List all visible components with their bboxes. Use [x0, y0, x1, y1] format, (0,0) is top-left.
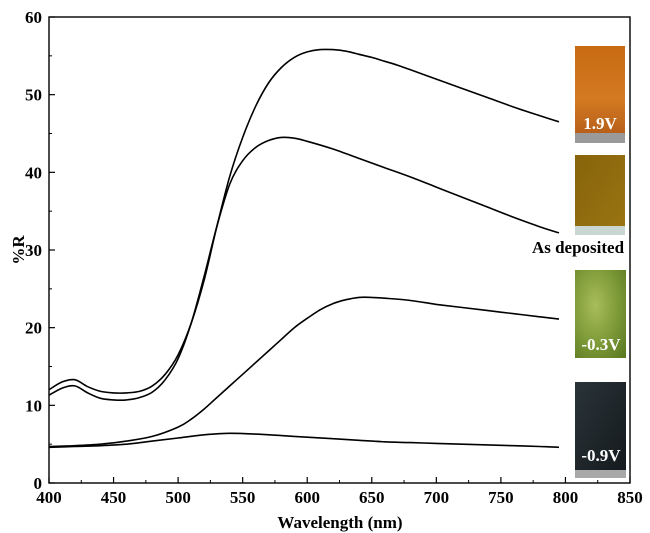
- swatch-1-9v-film: [575, 46, 625, 133]
- x-tick-label: 450: [101, 488, 127, 507]
- swatch-1-9v-substrate: [575, 133, 625, 143]
- y-tick-label: 10: [25, 396, 42, 415]
- swatch-minus-0-9v-substrate: [575, 470, 626, 478]
- swatch-1-9v: 1.9V: [575, 46, 625, 143]
- x-tick-label: 400: [36, 488, 62, 507]
- swatch-label-minus-0-9v: -0.9V: [581, 446, 621, 465]
- sample-swatches: 1.9V As deposited -0.3V -0.9V: [532, 46, 626, 478]
- series-line-0-3v: [48, 296, 560, 448]
- swatch-label-minus-0-3v: -0.3V: [581, 335, 621, 354]
- swatch-label-as-deposited: As deposited: [532, 238, 625, 257]
- series-line-1-9v: [48, 48, 560, 394]
- y-axis-title: %R: [9, 235, 28, 265]
- x-tick-label: 600: [294, 488, 320, 507]
- swatch-minus-0-9v: -0.9V: [575, 382, 626, 478]
- x-tick-label: 700: [424, 488, 450, 507]
- y-tick-label: 60: [25, 8, 42, 27]
- series-lines: [48, 48, 560, 449]
- swatch-as-deposited-film: [575, 155, 625, 226]
- y-axis-ticks: 0 10 20 30 40 50 60: [25, 8, 55, 493]
- swatch-label-1-9v: 1.9V: [583, 114, 617, 133]
- x-tick-label: 750: [488, 488, 514, 507]
- series-line-0-9v: [48, 432, 560, 449]
- swatch-minus-0-9v-film: [575, 382, 626, 470]
- x-tick-label: 800: [553, 488, 579, 507]
- x-tick-label: 550: [230, 488, 256, 507]
- y-tick-label: 30: [25, 241, 42, 260]
- y-tick-label: 0: [34, 474, 43, 493]
- series-line-as-deposited: [48, 136, 560, 401]
- y-tick-label: 40: [25, 163, 42, 182]
- swatch-as-deposited-substrate: [575, 226, 625, 235]
- swatch-as-deposited: As deposited: [532, 155, 625, 257]
- y-tick-label: 20: [25, 319, 42, 338]
- x-tick-label: 650: [359, 488, 385, 507]
- x-axis-ticks: 400 450 500 550 600 650 700 750 800 850: [36, 477, 643, 507]
- swatch-minus-0-3v: -0.3V: [575, 270, 626, 358]
- y-tick-label: 50: [25, 86, 42, 105]
- x-axis-title: Wavelength (nm): [277, 513, 402, 532]
- swatch-minus-0-3v-film: [575, 270, 626, 358]
- x-tick-label: 850: [617, 488, 643, 507]
- x-tick-label: 500: [165, 488, 191, 507]
